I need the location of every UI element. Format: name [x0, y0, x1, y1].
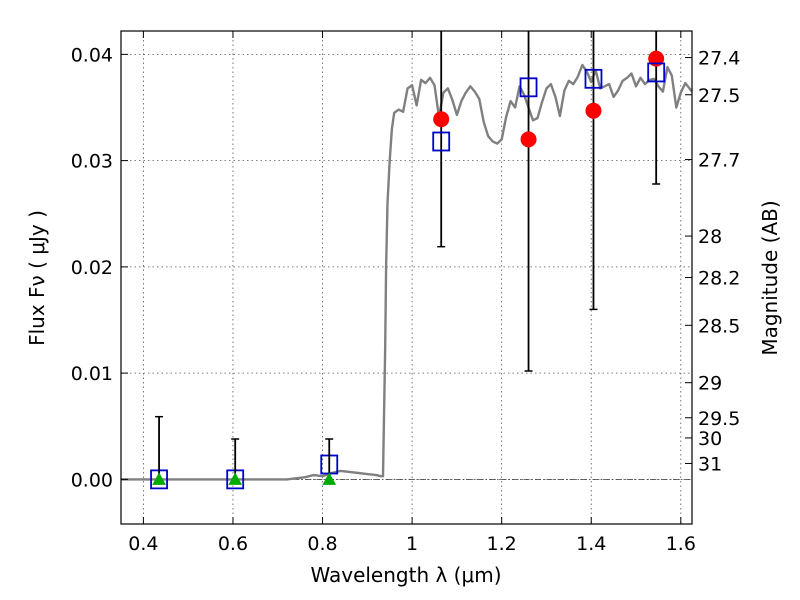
model-flux-square [647, 62, 666, 83]
y-tick-label: 0.00 [71, 469, 113, 491]
observed-flux-point [520, 131, 537, 148]
mag-tick-label: 30 [698, 428, 722, 450]
mag-tick-label: 31 [698, 453, 722, 475]
observed-flux-point [433, 111, 450, 128]
model-flux-square [519, 77, 538, 98]
mag-tick-label: 28.2 [698, 268, 740, 290]
grid-lines [121, 31, 692, 524]
upper-limit-triangle [322, 472, 337, 485]
mag-tick-label: 29 [698, 373, 722, 395]
x-tick-label: 1.2 [487, 533, 517, 555]
y-tick-label: 0.01 [71, 363, 113, 385]
x-tick-label: 1.4 [576, 533, 606, 555]
x-tick-label: 1 [406, 533, 418, 555]
upper-limit-triangle [152, 472, 166, 485]
model-flux-square [584, 68, 603, 89]
model-flux-square [432, 131, 451, 152]
y-tick-label: 0.03 [71, 151, 113, 173]
mag-tick-label: 28 [698, 226, 722, 248]
x-tick-label: 0.4 [128, 533, 158, 555]
plot-area [121, 31, 693, 490]
axes-frame [120, 30, 693, 525]
mag-tick-label: 27.7 [698, 150, 740, 172]
y-tick-label: 0.04 [71, 44, 113, 66]
mag-tick-label: 29.5 [698, 408, 740, 430]
y-axis-title: Flux Fν ( μJy ) [25, 210, 49, 346]
observed-flux-point [648, 50, 665, 67]
x-tick-label: 0.8 [307, 533, 337, 555]
y-tick-label: 0.02 [71, 257, 113, 279]
mag-tick-label: 27.5 [698, 85, 740, 107]
mag-tick-label: 27.4 [698, 48, 740, 70]
x-tick-label: 0.6 [218, 533, 248, 555]
axis-ticks: 0.4 0.6 0.8 1 1.2 1.4 1.6 0.00 0.01 0.02 0.03 0.04 2… [71, 31, 740, 555]
upper-limit-triangle [228, 472, 243, 485]
observed-flux-point [585, 102, 602, 119]
y2-axis-title: Magnitude (AB) [758, 200, 782, 355]
mag-tick-label: 28.5 [698, 315, 740, 337]
model-spectrum-line [121, 63, 693, 481]
x-axis-title: Wavelength λ (μm) [310, 563, 501, 587]
x-tick-label: 1.6 [666, 533, 696, 555]
